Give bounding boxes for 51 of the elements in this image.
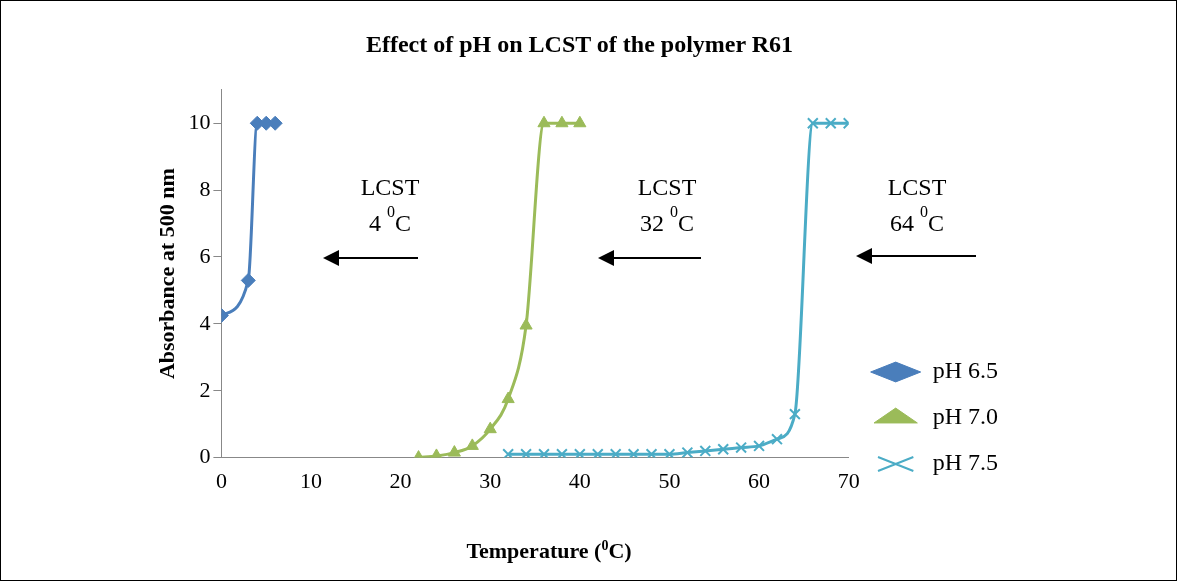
point xyxy=(609,448,622,458)
x-tick-label: 10 xyxy=(300,467,323,493)
point xyxy=(447,445,461,457)
point xyxy=(591,448,604,458)
annotation: LCST 32 $^{0}$C xyxy=(637,173,697,238)
point xyxy=(240,272,256,288)
x-tick-label: 20 xyxy=(389,467,412,493)
point xyxy=(699,444,712,457)
point xyxy=(645,448,658,458)
chart-title: Effect of pH on LCST of the polymer R61 xyxy=(365,30,794,57)
point xyxy=(663,448,676,458)
point xyxy=(788,408,801,421)
legend-label: pH 7.5 xyxy=(932,449,999,476)
text: LCST 64 $^{0}$C xyxy=(887,173,947,238)
point xyxy=(502,448,515,458)
y-tick-label: 8 xyxy=(199,175,211,201)
annotation: LCST 4 $^{0}$C xyxy=(360,173,420,238)
point xyxy=(520,448,533,458)
point xyxy=(519,318,533,330)
x-tick-label: 60 xyxy=(748,467,771,493)
y-tick-label: 6 xyxy=(199,242,211,268)
point xyxy=(824,117,837,130)
x-tick-label: 30 xyxy=(479,467,502,493)
point xyxy=(717,443,730,456)
point xyxy=(681,446,694,458)
x-axis-title: Temperature ($^{0}$C) xyxy=(466,538,632,565)
point xyxy=(465,438,479,450)
x-tick-label: 0 xyxy=(215,467,227,493)
point xyxy=(573,448,586,458)
point xyxy=(537,115,551,128)
legend-label: pH 6.5 xyxy=(932,357,999,384)
legend-label: pH 7.0 xyxy=(932,403,999,430)
y-axis-title: Absorbance at 500 nm xyxy=(153,168,179,380)
y-tick-label: 2 xyxy=(199,376,211,402)
point xyxy=(555,115,569,128)
point xyxy=(483,421,497,434)
point xyxy=(627,448,640,458)
x-tick-label: 70 xyxy=(837,467,860,493)
point xyxy=(735,441,748,454)
point xyxy=(753,439,766,452)
y-tick-label: 0 xyxy=(199,443,211,469)
point xyxy=(573,115,587,128)
y-tick-label: 10 xyxy=(188,109,211,135)
point xyxy=(771,433,783,446)
x-tick-label: 50 xyxy=(658,467,681,493)
y-tick-label: 4 xyxy=(199,309,211,335)
point xyxy=(806,117,819,130)
x-tick-label: 40 xyxy=(568,467,591,493)
point xyxy=(501,391,515,404)
point xyxy=(538,448,550,458)
point xyxy=(555,448,568,458)
